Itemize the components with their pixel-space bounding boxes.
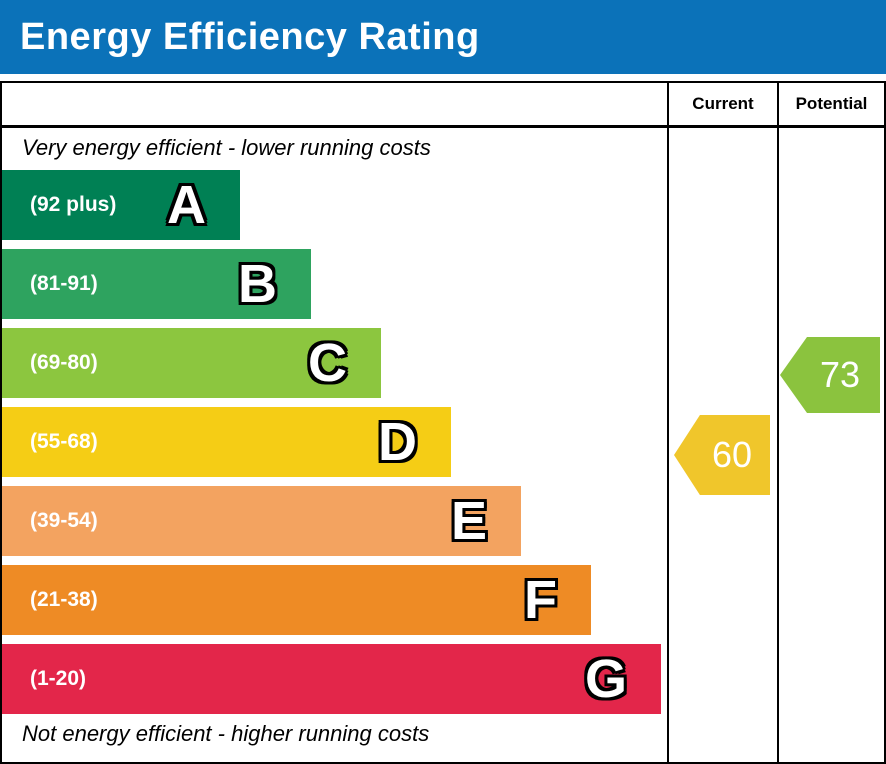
current-rating-value: 60 [711,434,753,475]
band-c: (69-80) C [2,328,381,398]
current-rating-arrow: 60 [674,415,770,495]
potential-column-header: Potential [795,94,868,113]
band-a-letter: A [167,175,206,235]
potential-rating-arrow: 73 [780,337,880,413]
potential-column-divider [777,83,779,762]
bottom-note: Not energy efficient - higher running co… [22,721,430,746]
band-g-range: (1-20) [30,667,87,690]
current-column-header: Current [692,94,754,113]
band-f: (21-38) F [2,565,591,635]
rating-table: Current Potential Very energy efficient … [0,81,886,764]
current-column-divider [667,83,669,762]
potential-rating-value: 73 [819,354,861,395]
band-a: (92 plus) A [2,170,240,240]
band-g: (1-20) G [2,644,661,714]
band-e: (39-54) E [2,486,521,556]
band-c-range: (69-80) [30,351,98,374]
top-note: Very energy efficient - lower running co… [22,135,431,160]
band-e-range: (39-54) [30,509,98,532]
bands-container: (92 plus) A (81-91) B (69-80) C (55-68) … [2,170,661,723]
band-d: (55-68) D [2,407,451,477]
band-f-letter: F [524,570,557,630]
band-d-range: (55-68) [30,430,98,453]
band-e-letter: E [450,491,487,551]
chart-title-bar: Energy Efficiency Rating [0,0,886,74]
band-a-range: (92 plus) [30,193,117,216]
band-f-range: (21-38) [30,588,98,611]
band-b-letter: B [238,254,277,314]
band-b-range: (81-91) [30,272,98,295]
band-g-letter: G [584,649,627,709]
band-d-letter: D [378,412,417,472]
chart-title: Energy Efficiency Rating [20,15,480,58]
band-b: (81-91) B [2,249,311,319]
header-row-divider [2,125,884,128]
band-c-letter: C [308,333,347,393]
